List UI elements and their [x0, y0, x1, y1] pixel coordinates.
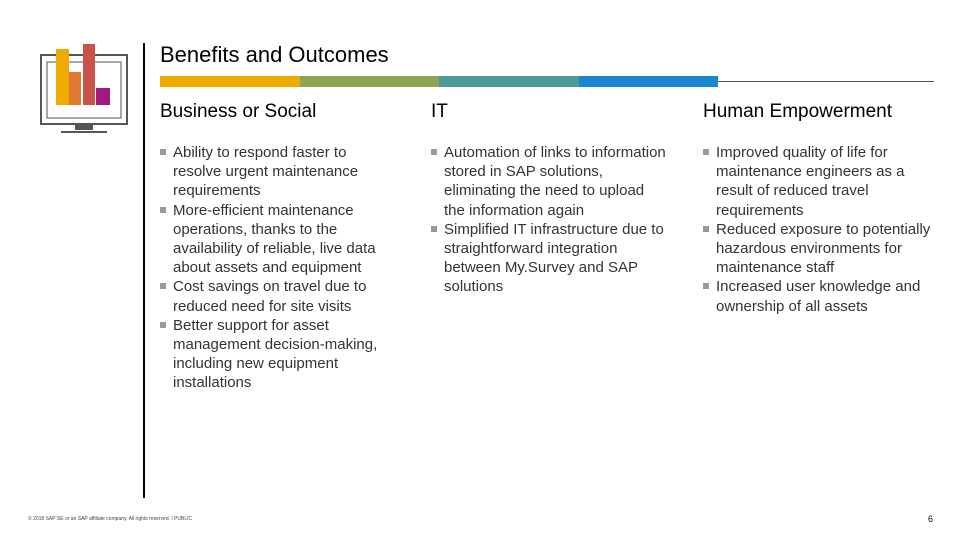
title-color-bar — [160, 76, 718, 87]
list-item: Simplified IT infrastructure due to stra… — [431, 220, 669, 297]
color-bar-segment — [160, 76, 300, 87]
color-bar-segment — [439, 76, 579, 87]
copyright-footer: © 2018 SAP SE or an SAP affiliate compan… — [28, 516, 193, 522]
list-item: Automation of links to information store… — [431, 143, 669, 220]
color-bar-segment — [578, 76, 718, 87]
column-heading: Business or Social — [160, 101, 317, 122]
list-item: More-efficient maintenance operations, t… — [160, 201, 398, 278]
title-rule — [718, 81, 934, 82]
list-item: Cost savings on travel due to reduced ne… — [160, 277, 398, 315]
monitor-bar-chart-icon — [40, 44, 128, 133]
column-human-empowerment: Human Empowerment Improved quality of li… — [703, 100, 941, 316]
list-item: Increased user knowledge and ownership o… — [703, 277, 941, 315]
column-business-or-social: Business or Social Ability to respond fa… — [160, 100, 398, 393]
list-item: Improved quality of life for maintenance… — [703, 143, 941, 220]
list-item: Ability to respond faster to resolve urg… — [160, 143, 398, 201]
column-heading: IT — [431, 101, 448, 122]
color-bar-segment — [299, 76, 439, 87]
vertical-divider — [143, 43, 145, 498]
page-number: 6 — [928, 514, 934, 524]
list-item: Reduced exposure to potentially hazardou… — [703, 220, 941, 278]
column-heading: Human Empowerment — [703, 101, 893, 122]
bullet-list: Automation of links to information store… — [431, 143, 669, 297]
list-item: Better support for asset management deci… — [160, 316, 398, 393]
bullet-list: Improved quality of life for maintenance… — [703, 143, 941, 316]
page-title: Benefits and Outcomes — [160, 42, 389, 67]
column-it: IT Automation of links to information st… — [431, 100, 669, 297]
bullet-list: Ability to respond faster to resolve urg… — [160, 143, 398, 393]
